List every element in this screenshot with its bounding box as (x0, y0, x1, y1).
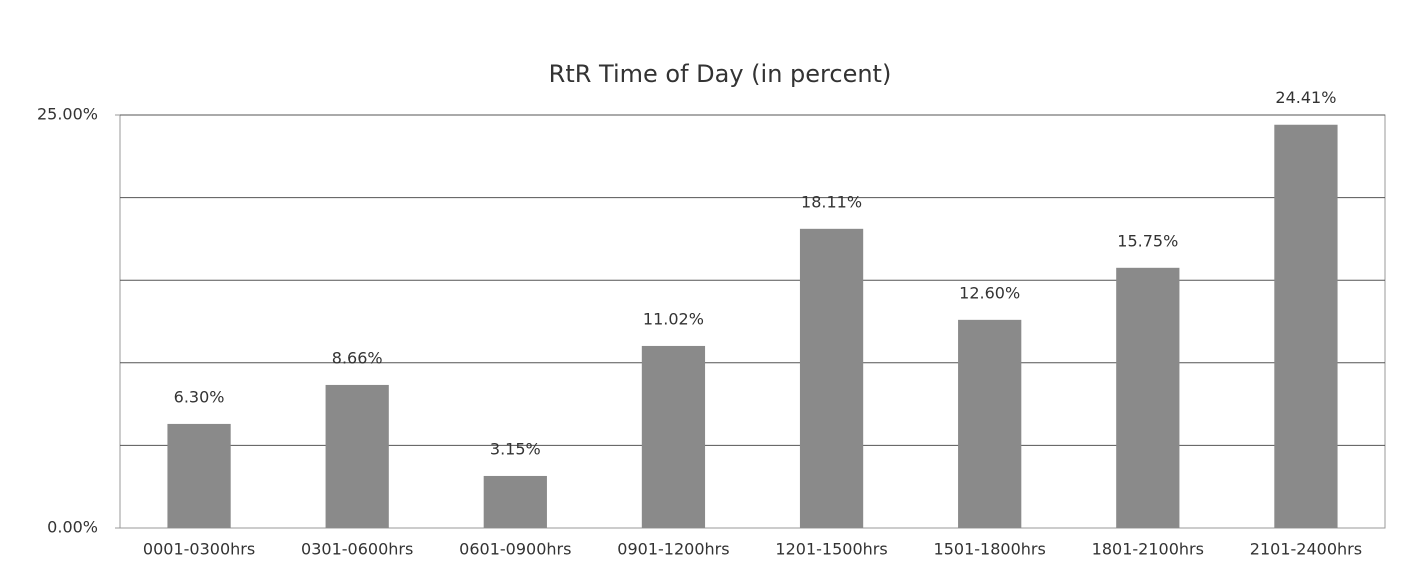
data-label: 8.66% (332, 348, 383, 367)
data-label: 15.75% (1117, 231, 1178, 250)
data-label: 12.60% (959, 283, 1020, 302)
data-label: 11.02% (643, 309, 704, 328)
y-tick-label: 25.00% (37, 105, 98, 124)
bar (799, 228, 864, 528)
y-tick-label: 0.00% (47, 518, 98, 537)
data-label: 6.30% (174, 387, 225, 406)
data-label: 18.11% (801, 192, 862, 211)
bar (325, 384, 389, 528)
x-tick-label: 0301-0600hrs (301, 540, 413, 559)
bar (167, 423, 231, 528)
bar (1116, 267, 1180, 528)
x-tick-label: 0601-0900hrs (459, 540, 571, 559)
data-label: 3.15% (490, 439, 541, 458)
x-tick-label: 0901-1200hrs (617, 540, 729, 559)
chart-title: RtR Time of Day (in percent) (549, 60, 892, 88)
bar (958, 319, 1022, 528)
x-tick-label: 1501-1800hrs (934, 540, 1046, 559)
x-tick-label: 2101-2400hrs (1250, 540, 1362, 559)
bar (1274, 124, 1338, 529)
x-tick-label: 1201-1500hrs (775, 540, 887, 559)
bar (641, 345, 706, 528)
bar (483, 475, 547, 528)
plot-frame (119, 114, 1386, 529)
x-tick-label: 0001-0300hrs (143, 540, 255, 559)
x-tick-label: 1801-2100hrs (1092, 540, 1204, 559)
data-label: 24.41% (1275, 88, 1336, 107)
